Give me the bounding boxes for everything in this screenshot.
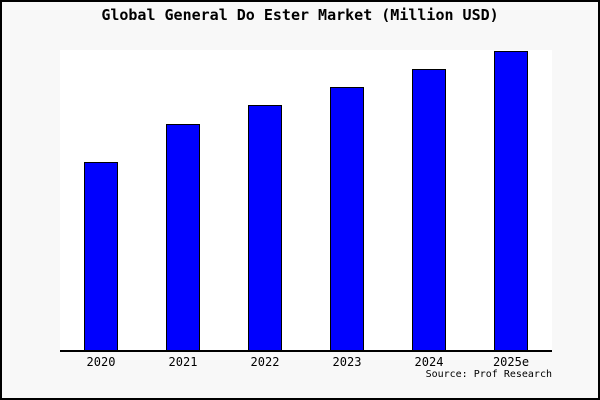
x-axis-labels: 2020 2021 2022 2023 2024 2025e: [60, 355, 552, 371]
bar-2021: [166, 124, 200, 350]
x-tick-label-2025e: 2025e: [492, 355, 530, 369]
x-tick-label-2021: 2021: [168, 355, 198, 369]
x-tick-label-2020: 2020: [86, 355, 116, 369]
bar-2022: [248, 105, 282, 350]
bar-2025e: [494, 51, 528, 350]
x-tick-label-2024: 2024: [414, 355, 444, 369]
bar-2023: [330, 87, 364, 350]
x-tick-label-2022: 2022: [250, 355, 280, 369]
plot-area: [60, 50, 552, 352]
x-tick-label-2023: 2023: [332, 355, 362, 369]
source-label: Source: Prof Research: [425, 369, 552, 380]
bar-2020: [84, 162, 118, 350]
bar-2024: [412, 69, 446, 350]
chart-title: Global General Do Ester Market (Million …: [101, 6, 499, 24]
